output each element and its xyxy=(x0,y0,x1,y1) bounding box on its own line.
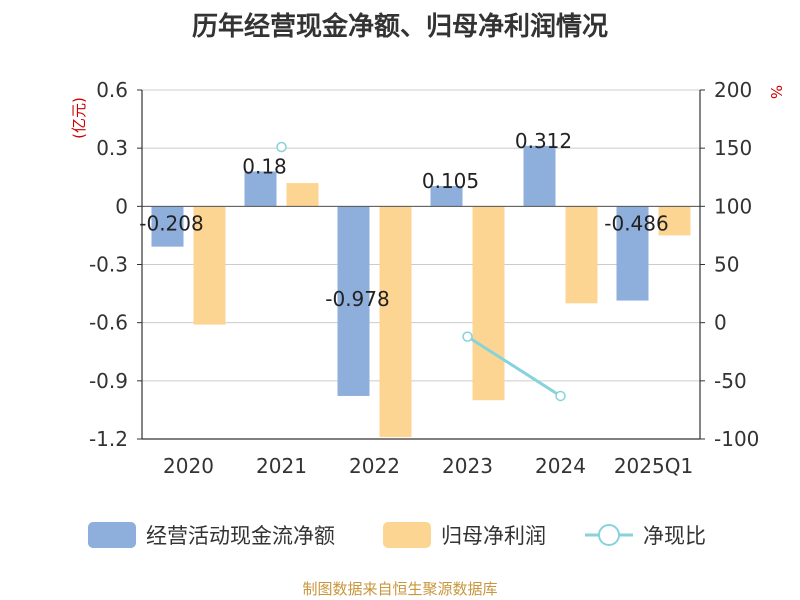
right-axis-tick-label: -100 xyxy=(714,427,759,451)
x-axis-tick-label: 2025Q1 xyxy=(614,454,693,478)
left-axis-unit: (亿元) xyxy=(70,97,88,139)
line-segment xyxy=(466,335,562,398)
right-axis-tick-label: 150 xyxy=(714,136,752,160)
bar-data-label: 0.105 xyxy=(422,169,479,193)
right-axis-unit: % xyxy=(767,85,785,99)
bar xyxy=(658,206,691,236)
bar xyxy=(244,171,277,207)
line-point xyxy=(462,331,473,342)
bar-data-label: -0.978 xyxy=(325,287,389,311)
x-axis-tick-label: 2024 xyxy=(535,454,586,478)
right-axis-tick-label: 50 xyxy=(714,253,739,277)
bar xyxy=(286,183,319,207)
right-axis-tick-label: 200 xyxy=(714,78,752,102)
bar xyxy=(337,206,370,396)
left-axis-tick-label: -1.2 xyxy=(89,427,128,451)
bar-data-label: -0.486 xyxy=(604,211,668,235)
x-axis-tick-label: 2021 xyxy=(256,454,307,478)
bar-data-label: 0.312 xyxy=(515,129,572,153)
bar xyxy=(523,145,556,207)
left-axis-tick-label: 0.3 xyxy=(96,136,128,160)
legend-swatch xyxy=(88,522,136,548)
line-point xyxy=(276,141,287,153)
left-axis-tick-label: -0.6 xyxy=(89,311,128,335)
legend-label: 归母净利润 xyxy=(441,524,546,548)
x-axis-tick-label: 2020 xyxy=(163,454,214,478)
bar xyxy=(151,206,184,247)
x-axis-tick-label: 2022 xyxy=(349,454,400,478)
bar xyxy=(430,185,463,207)
left-axis-tick-label: 0.6 xyxy=(96,78,128,102)
bar xyxy=(472,206,505,401)
right-axis-tick-label: 0 xyxy=(714,311,727,335)
bar-data-label: -0.208 xyxy=(139,211,203,235)
left-axis-tick-label: 0 xyxy=(115,194,128,218)
legend-label: 净现比 xyxy=(643,524,706,548)
chart-title: 历年经营现金净额、归母净利润情况 xyxy=(191,12,608,42)
source-note: 制图数据来自恒生聚源数据库 xyxy=(302,580,498,598)
line-point xyxy=(555,390,566,402)
right-axis-tick-label: -50 xyxy=(714,369,747,393)
bar-data-label: 0.18 xyxy=(242,154,287,178)
legend-label: 经营活动现金流净额 xyxy=(146,524,335,548)
bar xyxy=(616,206,649,301)
x-axis-tick-label: 2023 xyxy=(442,454,493,478)
legend-marker xyxy=(598,524,620,546)
bar xyxy=(379,206,412,438)
bar xyxy=(565,206,598,304)
left-axis-tick-label: -0.9 xyxy=(89,369,128,393)
bar xyxy=(193,206,226,325)
left-axis-tick-label: -0.3 xyxy=(89,253,128,277)
legend-swatch xyxy=(383,522,431,548)
right-axis-tick-label: 100 xyxy=(714,194,752,218)
